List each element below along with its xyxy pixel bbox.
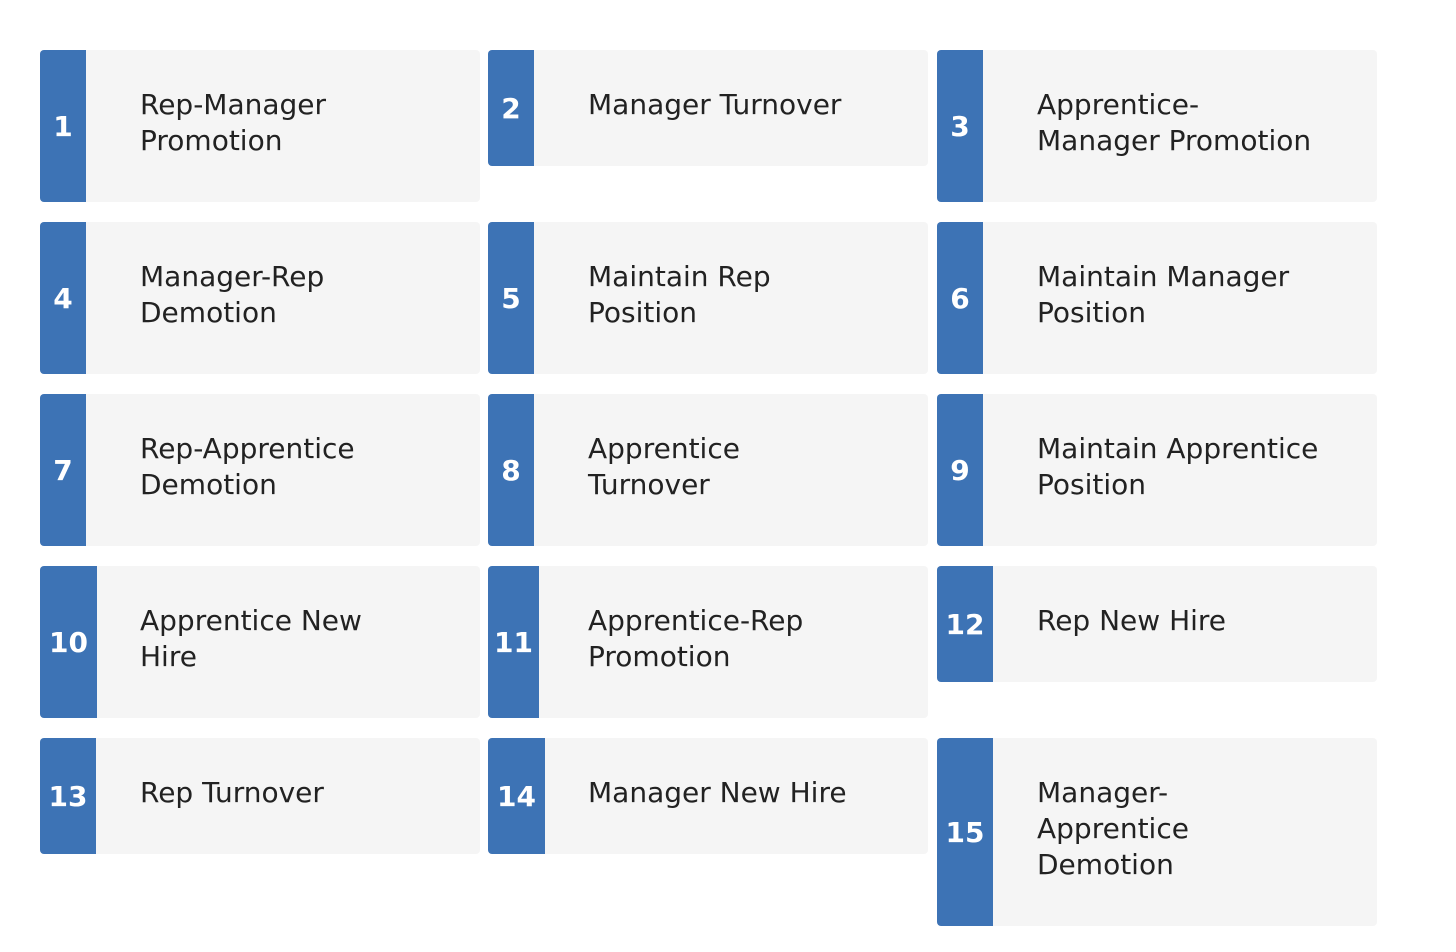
item-number: 15 xyxy=(937,738,993,926)
item-label: Apprentice New Hire xyxy=(140,604,362,673)
list-item[interactable]: 7 Rep-Apprentice Demotion xyxy=(40,394,480,546)
list-item[interactable]: 3 Apprentice- Manager Promotion xyxy=(937,50,1377,202)
item-label: Apprentice Turnover xyxy=(588,432,740,501)
item-number: 4 xyxy=(40,222,86,374)
list-item[interactable]: 13 Rep Turnover xyxy=(40,738,480,854)
item-label: Manager New Hire xyxy=(588,776,847,809)
list-item[interactable]: 9 Maintain Apprentice Position xyxy=(937,394,1377,546)
list-item[interactable]: 15 Manager- Apprentice Demotion xyxy=(937,738,1377,926)
item-number: 1 xyxy=(40,50,86,202)
item-number: 5 xyxy=(488,222,534,374)
item-number: 2 xyxy=(488,50,534,166)
list-item[interactable]: 5 Maintain Rep Position xyxy=(488,222,928,374)
list-item[interactable]: 8 Apprentice Turnover xyxy=(488,394,928,546)
item-number: 10 xyxy=(40,566,97,718)
list-item[interactable]: 4 Manager-Rep Demotion xyxy=(40,222,480,374)
item-number: 13 xyxy=(40,738,96,854)
item-label: Manager- Apprentice Demotion xyxy=(1037,776,1189,881)
item-number: 11 xyxy=(488,566,539,718)
list-item[interactable]: 6 Maintain Manager Position xyxy=(937,222,1377,374)
item-label: Manager-Rep Demotion xyxy=(140,260,325,329)
item-number: 7 xyxy=(40,394,86,546)
list-item[interactable]: 11 Apprentice-Rep Promotion xyxy=(488,566,928,718)
item-number: 12 xyxy=(937,566,993,682)
item-label: Rep-Apprentice Demotion xyxy=(140,432,355,501)
item-label: Rep New Hire xyxy=(1037,604,1227,637)
item-label: Rep Turnover xyxy=(140,776,324,809)
list-item[interactable]: 12 Rep New Hire xyxy=(937,566,1377,682)
item-number: 8 xyxy=(488,394,534,546)
item-label: Maintain Apprentice Position xyxy=(1037,432,1319,501)
item-number: 3 xyxy=(937,50,983,202)
list-item[interactable]: 1 Rep-Manager Promotion xyxy=(40,50,480,202)
item-label: Maintain Manager Position xyxy=(1037,260,1290,329)
item-label: Manager Turnover xyxy=(588,88,842,121)
item-label: Apprentice- Manager Promotion xyxy=(1037,88,1312,157)
item-number: 6 xyxy=(937,222,983,374)
list-item[interactable]: 14 Manager New Hire xyxy=(488,738,928,854)
item-label: Maintain Rep Position xyxy=(588,260,771,329)
list-item[interactable]: 10 Apprentice New Hire xyxy=(40,566,480,718)
item-label: Apprentice-Rep Promotion xyxy=(588,604,804,673)
item-number: 14 xyxy=(488,738,545,854)
list-item[interactable]: 2 Manager Turnover xyxy=(488,50,928,166)
item-label: Rep-Manager Promotion xyxy=(140,88,327,157)
item-number: 9 xyxy=(937,394,983,546)
